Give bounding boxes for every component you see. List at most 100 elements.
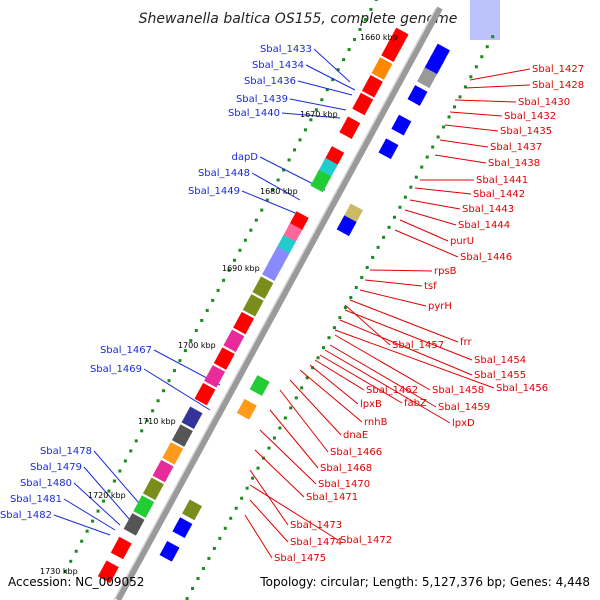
leader-line: [399, 219, 449, 242]
tick-dot: [403, 195, 407, 199]
genome-title: Shewanella baltica OS155, complete genom…: [139, 11, 458, 27]
tick-dot: [480, 55, 484, 59]
gene-label-left: Sbal_1481: [10, 494, 62, 505]
tick-dot: [311, 366, 315, 370]
leader-line: [93, 450, 146, 511]
gene-feature-reverse: [417, 67, 438, 89]
tick-dot: [363, 17, 367, 21]
tick-dot: [382, 235, 386, 239]
gene-label-right: purU: [450, 236, 474, 247]
gene-label-right: pyrH: [428, 301, 452, 312]
gene-feature-forward: [262, 258, 284, 282]
gene-feature-forward: [142, 477, 164, 501]
tick-dot: [232, 258, 236, 262]
backbone: [113, 0, 500, 600]
tick-dot: [151, 409, 155, 413]
leader-line: [319, 354, 403, 404]
tick-dot: [278, 426, 282, 430]
gene-label-right: Sbal_1471: [306, 492, 358, 503]
tick-dot: [305, 376, 309, 380]
gene-feature-forward: [339, 116, 361, 139]
gene-label-right: lpxD: [452, 418, 475, 429]
leader-line: [434, 154, 487, 164]
gene-feature-forward: [252, 276, 274, 299]
tick-dot: [458, 95, 462, 99]
tick-dot: [358, 28, 362, 32]
gene-label-right: Sbal_1475: [274, 553, 326, 564]
tick-dot: [287, 158, 291, 162]
tick-dot: [265, 198, 269, 202]
tick-dot: [414, 175, 418, 179]
gene-label-right: Sbal_1428: [532, 80, 584, 91]
tick-dot: [298, 138, 302, 142]
leader-line: [409, 199, 461, 210]
tick-track: [63, 0, 495, 600]
gene-label-left: Sbal_1478: [40, 446, 92, 457]
tick-dot: [343, 306, 347, 310]
tick-dot: [207, 556, 211, 560]
gene-label-right: tsf: [424, 281, 437, 292]
gene-label-right: Sbal_1427: [532, 64, 584, 75]
gene-feature-forward: [97, 560, 119, 583]
tick-dot: [369, 7, 373, 11]
tick-dot: [303, 128, 307, 132]
gene-feature-forward: [204, 365, 226, 388]
tick-dot: [183, 349, 187, 353]
tick-dot: [216, 288, 220, 292]
tick-dot: [240, 496, 244, 500]
tick-dot: [365, 265, 369, 269]
tick-dot: [354, 286, 358, 290]
tick-dot: [251, 476, 255, 480]
gene-feature-reverse: [182, 499, 203, 521]
gene-label-right: Sbal_1459: [438, 402, 490, 413]
gene-feature-forward: [110, 536, 132, 560]
gene-label-left: Sbal_1467: [100, 345, 152, 356]
tick-dot: [189, 339, 193, 343]
tick-dot: [474, 65, 478, 69]
tick-dot: [229, 516, 233, 520]
tick-dot: [185, 597, 189, 600]
tick-dot: [223, 526, 227, 530]
tick-dot: [371, 255, 375, 259]
kbp-label: 1680 kbp: [260, 187, 298, 196]
gene-label-left: Sbal_1479: [30, 462, 82, 473]
gene-label-right: Sbal_1468: [320, 463, 372, 474]
leader-line: [339, 319, 473, 376]
gene-label-right: Sbal_1474: [290, 537, 342, 548]
leader-line: [344, 309, 473, 361]
tick-dot: [63, 569, 67, 573]
tick-dot: [80, 539, 84, 543]
leader-line: [251, 172, 301, 201]
kbp-label: 1670 kbp: [300, 110, 338, 119]
tick-dot: [222, 278, 226, 282]
tick-dot: [194, 329, 198, 333]
kbp-label: 1710 kbp: [138, 417, 176, 426]
gene-feature-forward: [233, 311, 255, 335]
leader-line: [404, 209, 457, 226]
leader-line: [444, 124, 499, 132]
tick-dot: [200, 318, 204, 322]
leader-line: [305, 64, 356, 91]
tick-dot: [360, 275, 364, 279]
tick-dot: [398, 205, 402, 209]
kbp-label: 1690 kbp: [222, 264, 260, 273]
tick-dot: [309, 118, 313, 122]
topology-text: Topology: circular; Length: 5,127,376 bp…: [259, 575, 590, 589]
tick-dot: [485, 45, 489, 49]
gene-label-right: rnhB: [364, 417, 388, 428]
leader-line: [53, 514, 111, 536]
tick-dot: [320, 98, 324, 102]
tick-dot: [436, 135, 440, 139]
tick-dot: [338, 316, 342, 320]
kbp-label: 1730 kbp: [40, 567, 78, 576]
leader-lines: [53, 48, 531, 559]
gene-feature-reverse: [407, 85, 428, 106]
leader-line: [143, 368, 211, 411]
tick-dot: [134, 439, 138, 443]
gene-feature-forward: [194, 382, 216, 406]
gene-feature-forward: [213, 347, 235, 370]
tick-dot: [196, 576, 200, 580]
tick-dot: [101, 499, 105, 503]
leader-line: [249, 499, 289, 543]
tick-dot: [245, 486, 249, 490]
